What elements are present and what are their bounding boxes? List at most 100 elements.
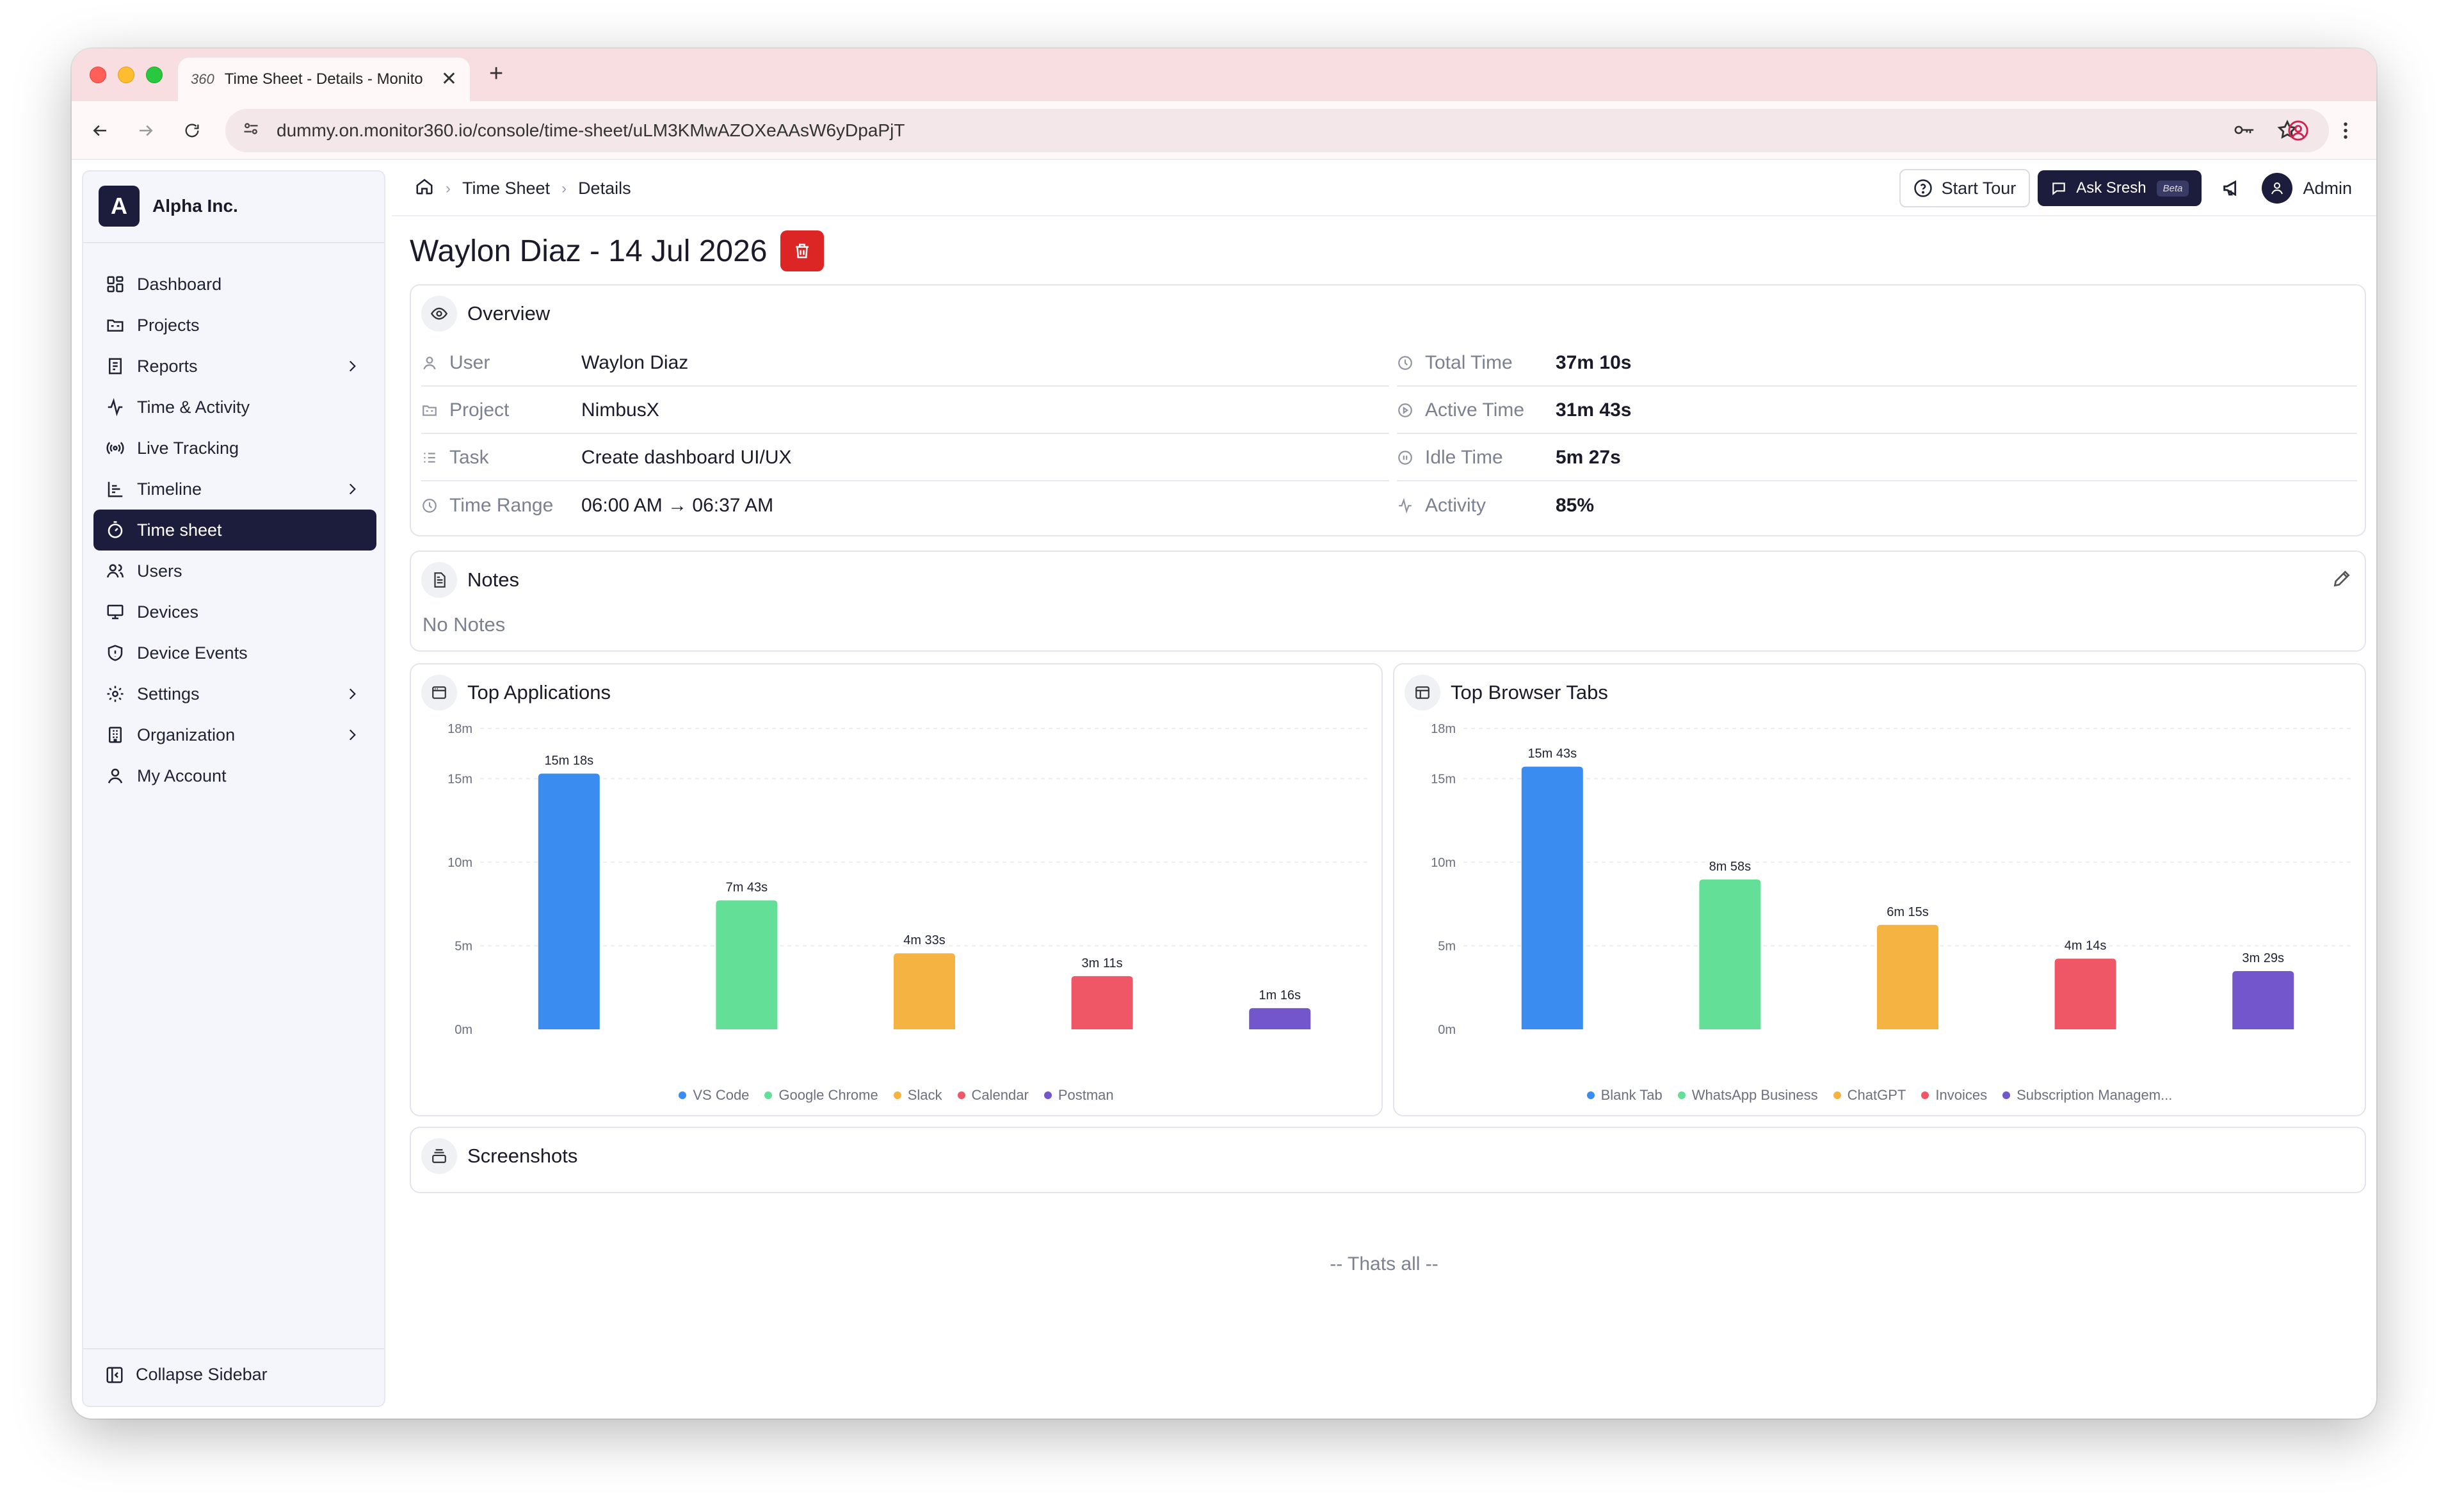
bar-calendar[interactable] bbox=[1071, 976, 1133, 1029]
legend-item[interactable]: ChatGPT bbox=[1833, 1087, 1906, 1104]
bar-blank-tab[interactable] bbox=[1521, 766, 1583, 1029]
sidebar-item-my-account[interactable]: My Account bbox=[93, 755, 376, 796]
password-key-icon[interactable] bbox=[2233, 119, 2256, 141]
shield-icon bbox=[105, 643, 125, 663]
ask-sresh-button[interactable]: Ask Sresh Beta bbox=[2038, 170, 2202, 206]
collapse-sidebar-button[interactable]: Collapse Sidebar bbox=[105, 1365, 268, 1385]
sidebar-item-label: Users bbox=[137, 561, 182, 581]
start-tour-button[interactable]: Start Tour bbox=[1899, 169, 2031, 207]
org-logo: A bbox=[99, 186, 140, 227]
user-menu[interactable]: Admin bbox=[2262, 173, 2352, 204]
broadcast-icon bbox=[105, 438, 125, 458]
legend-item[interactable]: Google Chrome bbox=[764, 1087, 878, 1104]
overview-label: Task bbox=[449, 447, 489, 468]
top-applications-legend: VS Code Google Chrome Slack Calendar Postman bbox=[411, 1087, 1381, 1104]
maximize-window-button[interactable] bbox=[146, 67, 163, 83]
tab-title: Time Sheet - Details - Monito bbox=[224, 70, 423, 88]
bar-subscription-managem-[interactable] bbox=[2232, 971, 2294, 1029]
sidebar-item-time-sheet[interactable]: Time sheet bbox=[93, 510, 376, 551]
activity-icon bbox=[1397, 497, 1415, 514]
sidebar-item-device-events[interactable]: Device Events bbox=[93, 632, 376, 673]
sidebar-item-timeline[interactable]: Timeline bbox=[93, 469, 376, 510]
bar-value-label: 3m 29s bbox=[2242, 951, 2284, 965]
reload-icon[interactable] bbox=[175, 114, 209, 147]
overview-value: 85% bbox=[1556, 495, 1595, 516]
home-icon[interactable] bbox=[415, 177, 434, 200]
bar-chatgpt[interactable] bbox=[1877, 924, 1938, 1029]
app-window-icon bbox=[421, 675, 457, 711]
bar-value-label: 1m 16s bbox=[1259, 988, 1301, 1002]
overview-row-project: Project NimbusX bbox=[421, 388, 1389, 434]
bar-whatsapp-business[interactable] bbox=[1699, 879, 1761, 1029]
sidebar-item-dashboard[interactable]: Dashboard bbox=[93, 264, 376, 305]
bar-vs-code[interactable] bbox=[538, 773, 600, 1030]
legend-item[interactable]: Postman bbox=[1043, 1087, 1114, 1104]
close-window-button[interactable] bbox=[90, 67, 106, 83]
admin-label: Admin bbox=[2303, 178, 2352, 198]
dashboard-icon bbox=[105, 274, 125, 294]
announcements-icon[interactable] bbox=[2221, 177, 2243, 199]
sidebar-item-reports[interactable]: Reports bbox=[93, 346, 376, 387]
back-icon[interactable] bbox=[83, 114, 117, 147]
legend-item[interactable]: Slack bbox=[893, 1087, 942, 1104]
screenshots-card: Screenshots bbox=[410, 1127, 2366, 1193]
url-text[interactable]: dummy.on.monitor360.io/console/time-shee… bbox=[277, 120, 905, 140]
legend-dot bbox=[1921, 1091, 1929, 1099]
legend-label: Slack bbox=[907, 1087, 942, 1103]
checklist-icon bbox=[421, 449, 439, 466]
bookmark-star-icon[interactable] bbox=[2276, 119, 2298, 141]
sidebar-item-organization[interactable]: Organization bbox=[93, 714, 376, 755]
header-actions: Start Tour Ask Sresh Beta Admin bbox=[1899, 169, 2352, 207]
top-browser-tabs-chart: 0m 5m 10m 15m 18m 15m 43s 8m 58s 6m 15s 4m 14s 3m… bbox=[1431, 722, 2352, 1037]
legend-dot bbox=[1043, 1091, 1052, 1099]
bar-google-chrome[interactable] bbox=[716, 900, 778, 1029]
chevron-right-icon bbox=[342, 356, 362, 376]
browser-tab[interactable]: 360 Time Sheet - Details - Monito ✕ bbox=[178, 58, 470, 101]
notes-card: Notes No Notes bbox=[410, 551, 2366, 652]
sidebar-item-live-tracking[interactable]: Live Tracking bbox=[93, 428, 376, 469]
sidebar-item-projects[interactable]: Projects bbox=[93, 305, 376, 346]
sidebar-item-label: Devices bbox=[137, 602, 199, 622]
legend-item[interactable]: Invoices bbox=[1921, 1087, 1987, 1104]
bar-postman[interactable] bbox=[1249, 1008, 1311, 1029]
legend-item[interactable]: Subscription Managem... bbox=[2002, 1087, 2172, 1104]
legend-item[interactable]: Blank Tab bbox=[1586, 1087, 1663, 1104]
legend-item[interactable]: VS Code bbox=[679, 1087, 749, 1104]
top-browser-tabs-legend: Blank Tab WhatsApp Business ChatGPT Invoice… bbox=[1394, 1087, 2365, 1104]
legend-item[interactable]: Calendar bbox=[957, 1087, 1029, 1104]
overview-value: 06:00 AM → 06:37 AM bbox=[581, 495, 774, 516]
overview-label: Idle Time bbox=[1425, 447, 1503, 468]
collapse-sidebar-label: Collapse Sidebar bbox=[136, 1365, 268, 1384]
notes-header: Notes bbox=[421, 562, 519, 598]
tab-close-icon[interactable]: ✕ bbox=[440, 68, 457, 90]
y-tick-label: 5m bbox=[455, 939, 472, 953]
minimize-window-button[interactable] bbox=[118, 67, 134, 83]
bar-slack[interactable] bbox=[894, 953, 955, 1029]
sidebar-item-settings[interactable]: Settings bbox=[93, 673, 376, 714]
forward-icon[interactable] bbox=[129, 114, 163, 147]
overview-label: User bbox=[449, 352, 490, 373]
overview-row-idle-time: Idle Time 5m 27s bbox=[1397, 435, 2357, 481]
delete-button[interactable] bbox=[780, 230, 824, 271]
sidebar-item-users[interactable]: Users bbox=[93, 551, 376, 591]
avatar bbox=[2262, 173, 2293, 204]
breadcrumb-time-sheet[interactable]: Time Sheet bbox=[462, 179, 551, 198]
sidebar-item-time-activity[interactable]: Time & Activity bbox=[93, 387, 376, 428]
pause-circle-icon bbox=[1397, 449, 1415, 466]
top-browser-tabs-header: Top Browser Tabs bbox=[1405, 675, 1608, 711]
y-tick-label: 10m bbox=[447, 856, 472, 870]
legend-item[interactable]: WhatsApp Business bbox=[1677, 1087, 1818, 1104]
organization-switcher[interactable]: A Alpha Inc. bbox=[99, 186, 238, 227]
sidebar-divider bbox=[83, 242, 384, 243]
address-bar[interactable]: dummy.on.monitor360.io/console/time-shee… bbox=[225, 109, 2329, 152]
sidebar-item-label: Organization bbox=[137, 725, 236, 744]
site-settings-icon[interactable] bbox=[242, 120, 260, 142]
eye-icon bbox=[421, 296, 457, 332]
profile-icon[interactable] bbox=[2282, 114, 2315, 147]
sidebar-item-devices[interactable]: Devices bbox=[93, 591, 376, 632]
edit-notes-icon[interactable] bbox=[2331, 568, 2352, 592]
bar-invoices[interactable] bbox=[2054, 958, 2116, 1029]
new-tab-button[interactable]: + bbox=[489, 60, 504, 87]
browser-menu-icon[interactable] bbox=[2329, 114, 2362, 147]
overview-title: Overview bbox=[467, 302, 551, 325]
